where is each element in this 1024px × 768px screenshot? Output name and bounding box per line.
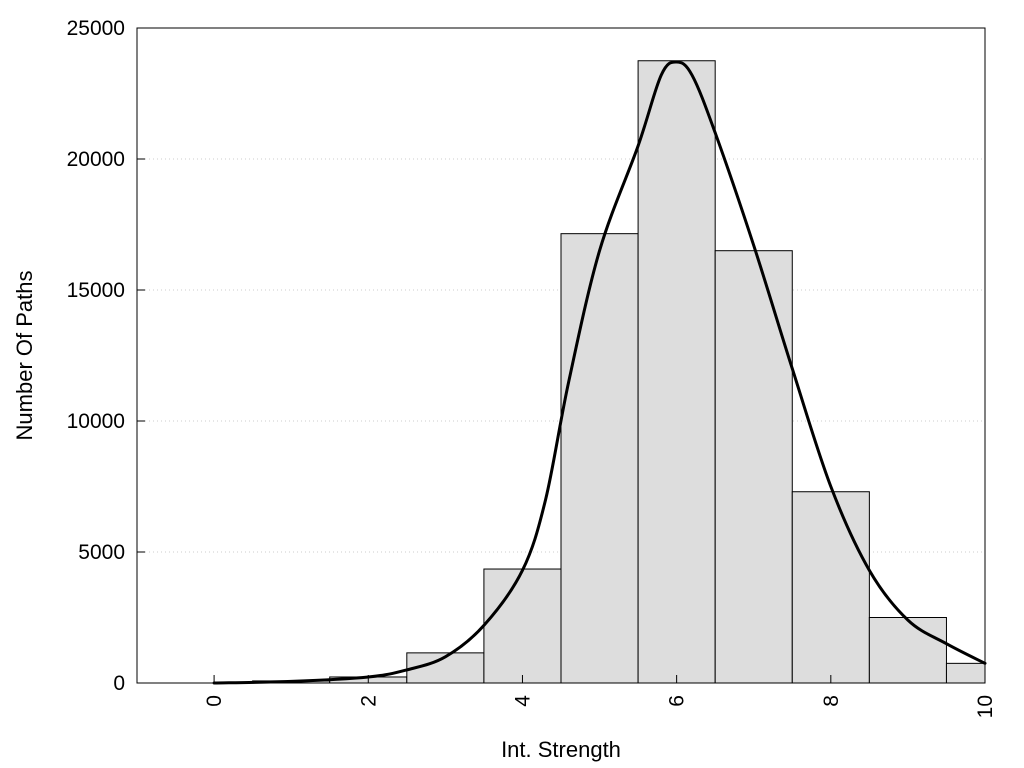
x-tick-label-4: 8: [820, 695, 843, 707]
histogram-bar-6: [637, 60, 716, 684]
y-tick-label-1: 5000: [78, 541, 125, 564]
y-axis-ticks: 0 5000 10000 15000 20000 25000: [67, 17, 145, 695]
density-curve: [212, 60, 987, 685]
x-tick-label-5: 10: [974, 695, 997, 718]
y-tick-label-4: 20000: [67, 148, 125, 171]
x-tick-label-1: 2: [357, 695, 380, 707]
histogram-bar-8: [791, 491, 870, 684]
x-tick-label-0: 0: [203, 695, 226, 707]
x-tick-label-3: 6: [666, 695, 689, 707]
y-tick-label-2: 10000: [67, 410, 125, 433]
histogram-bars: [213, 60, 986, 684]
y-axis-label: Number Of Paths: [12, 271, 37, 441]
histogram-bar-10: [945, 662, 986, 684]
histogram-bar-7: [714, 250, 793, 684]
y-tick-label-3: 15000: [67, 279, 125, 302]
histogram-bar-5: [560, 233, 639, 684]
density-curve-group: [212, 60, 987, 685]
histogram-bar-4: [483, 568, 562, 684]
x-tick-label-2: 4: [511, 695, 534, 707]
y-tick-label-0: 0: [113, 672, 125, 695]
histogram-bar-9: [868, 617, 947, 684]
y-tick-label-5: 25000: [67, 17, 125, 40]
x-axis-label: Int. Strength: [501, 737, 621, 762]
plot-frame: [136, 27, 986, 684]
x-axis-ticks: 0 2 4 6 8 10: [203, 675, 997, 718]
